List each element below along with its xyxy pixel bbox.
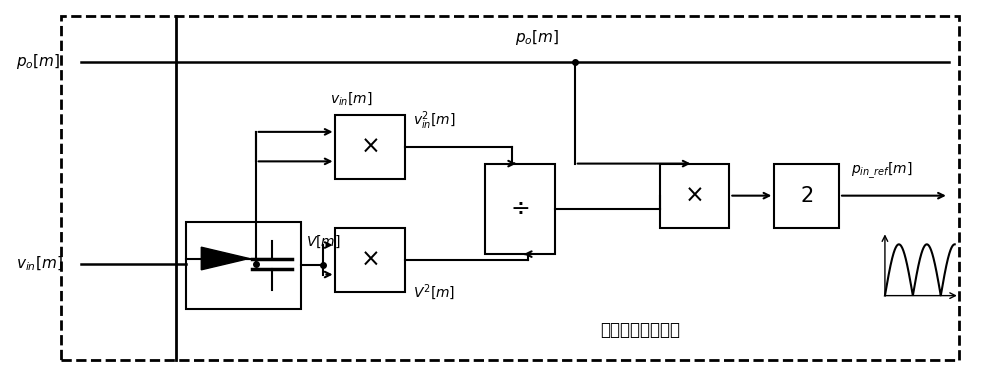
Polygon shape xyxy=(201,247,249,270)
Text: $v_{in}[m]$: $v_{in}[m]$ xyxy=(330,90,373,107)
Bar xyxy=(335,114,405,179)
Text: $p_o[m]$: $p_o[m]$ xyxy=(515,28,559,47)
Text: $p_{in\_ref}[m]$: $p_{in\_ref}[m]$ xyxy=(851,160,913,180)
Text: ×: × xyxy=(360,135,380,158)
Bar xyxy=(660,164,729,228)
Text: $V[m]$: $V[m]$ xyxy=(306,234,340,250)
Bar xyxy=(485,164,555,254)
Text: $p_o[m]$: $p_o[m]$ xyxy=(16,52,61,71)
Text: 参考输入功率生成: 参考输入功率生成 xyxy=(600,321,680,339)
Text: $v_{in}[m]$: $v_{in}[m]$ xyxy=(16,254,63,273)
Text: ×: × xyxy=(685,184,704,207)
Text: $V^2[m]$: $V^2[m]$ xyxy=(413,282,455,302)
Text: ×: × xyxy=(360,248,380,272)
Bar xyxy=(186,222,301,309)
Text: ÷: ÷ xyxy=(510,197,530,221)
Bar xyxy=(335,228,405,292)
Text: $v_{in}^2[m]$: $v_{in}^2[m]$ xyxy=(413,109,456,131)
Text: 2: 2 xyxy=(800,186,813,206)
Bar xyxy=(774,164,839,228)
